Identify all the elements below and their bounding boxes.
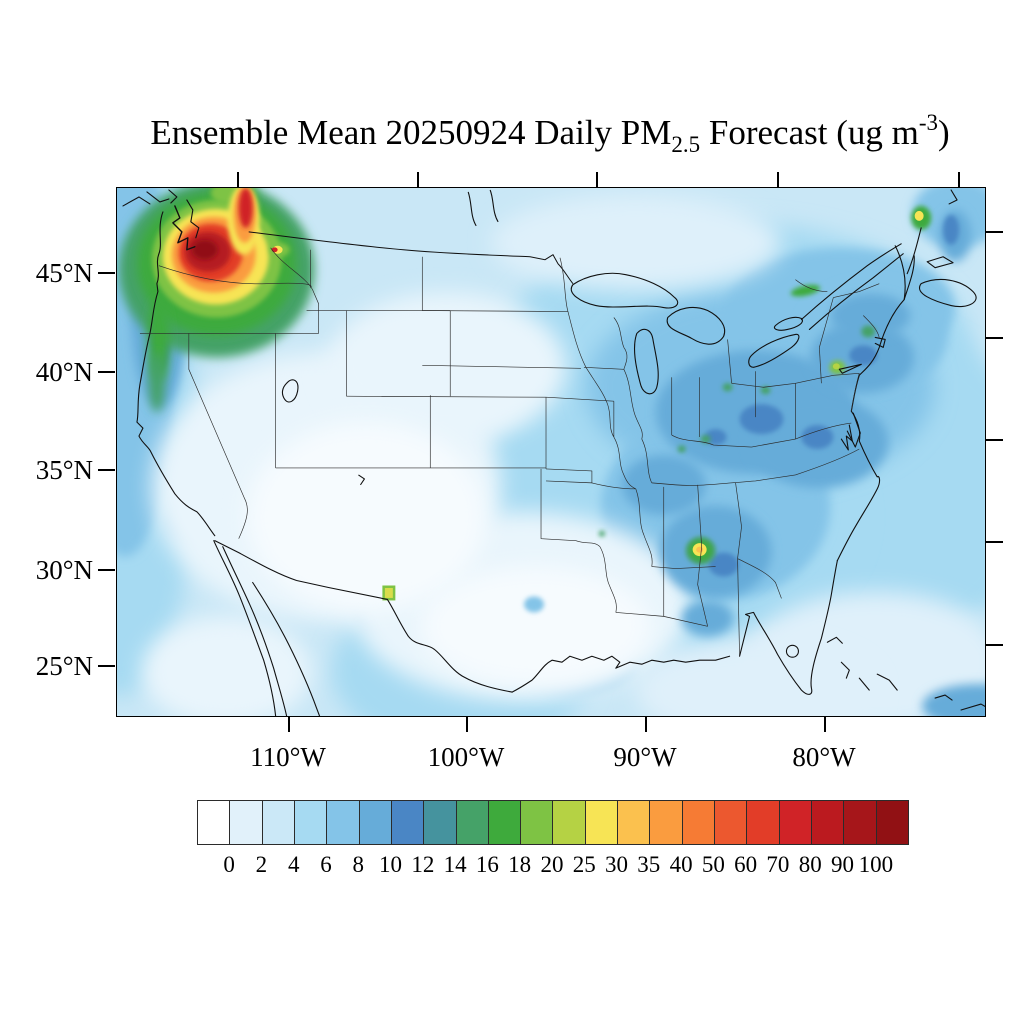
forecast-map [116,187,986,717]
lakes [281,189,803,486]
lon-tick-top [596,172,598,187]
colorbar-label: 25 [572,852,596,877]
colorbar-label: 10 [379,852,403,877]
colorbar-cell [811,801,845,844]
lon-tick-top [958,172,960,187]
plot-title-subscript: 2.5 [671,132,701,157]
colorbar-label: 8 [352,852,365,877]
colorbar-labels: 0 2 4 6 8 10 12 14 16 18 20 25 30 35 40 50 60 70 80 90 100 [213,851,893,879]
colorbar-cell [230,801,263,844]
lon-tick [645,717,647,732]
lat-label-25n: 25°N [35,651,93,681]
colorbar-cell [747,801,780,844]
lat-label-35n: 35°N [35,455,93,485]
colorbar-label: 16 [475,852,499,877]
lat-tick [98,371,115,373]
hotspot-alabama [685,536,716,565]
hotspot-nyc [829,360,846,375]
colorbar-label: 40 [669,852,693,877]
colorbar-cell [488,801,522,844]
lat-tick [98,272,115,274]
lon-label-80w: 80°W [792,742,856,772]
lat-tick-right [986,644,1003,646]
plot-title-middle: Forecast (ug m [700,113,919,152]
hotspot-boston [861,325,876,338]
lon-tick [466,717,468,732]
colorbar-cell [294,801,328,844]
hotspot-washington-plume [119,188,315,413]
colorbar-label: 90 [830,852,854,877]
colorbar-label: 2 [255,852,268,877]
colorbar-cell [521,801,554,844]
colorbar-cell [876,801,908,844]
colorbar-label: 50 [701,852,725,877]
colorbar-label: 12 [411,852,435,877]
lon-tick-top [777,172,779,187]
colorbar-cell [618,801,651,844]
lat-tick-right [986,231,1003,233]
colorbar-label: 100 [858,852,894,877]
colorbar-cell [456,801,489,844]
lat-tick [98,469,115,471]
colorbar-cell [391,801,425,844]
hotspot-idaho [269,242,290,257]
colorbar-label: 80 [798,852,822,877]
colorbar-cell [682,801,715,844]
colorbar-cell [585,801,619,844]
lat-label-40n: 40°N [35,357,93,387]
colorbar-cell [198,801,231,844]
hotspot-el-paso [382,585,396,601]
colorbar-cell [779,801,812,844]
lat-label-30n: 30°N [35,555,93,585]
state-borders [139,247,880,657]
lat-label-45n: 45°N [35,258,93,288]
colorbar [197,800,909,845]
colorbar-label: 30 [605,852,629,877]
colorbar-cell [327,801,360,844]
plot-title-prefix: Ensemble Mean 20250924 Daily PM [150,113,672,152]
lat-tick-right [986,541,1003,543]
colorbar-cell [650,801,683,844]
colorbar-label: 70 [766,852,790,877]
colorbar-cell [359,801,392,844]
lon-label-100w: 100°W [427,742,505,772]
colorbar-label: 0 [223,852,235,877]
colorbar-label: 20 [540,852,564,877]
colorbar-label: 35 [637,852,661,877]
lon-tick [824,717,826,732]
lon-label-110w: 110°W [250,742,326,772]
plot-title-suffix: ) [938,113,950,152]
colorbar-label: 14 [443,852,467,877]
colorbar-cell [715,801,748,844]
hotspots-ohio-valley [598,383,771,537]
colorbar-label: 4 [287,852,300,877]
lon-label-90w: 90°W [613,742,677,772]
hotspot-toronto [790,284,821,297]
lat-tick [98,665,115,667]
lat-tick [98,569,115,571]
forecast-map-svg [117,188,985,716]
lon-tick-top [237,172,239,187]
coastlines [122,189,985,716]
lat-tick-right [986,439,1003,441]
colorbar-label: 18 [508,852,532,877]
colorbar-label: 6 [320,852,332,877]
colorbar-cell [553,801,586,844]
pm-field [117,188,985,716]
plot-title-superscript: -3 [918,110,939,135]
lon-tick-top [417,172,419,187]
colorbar-cell [844,801,877,844]
hotspot-new-brunswick [911,205,932,230]
plot-title: Ensemble Mean 20250924 Daily PM2.5 Forec… [150,110,949,158]
colorbar-cell [262,801,295,844]
lat-tick-right [986,337,1003,339]
colorbar-cell [424,801,457,844]
lon-tick [288,717,290,732]
colorbar-label: 60 [734,852,758,877]
